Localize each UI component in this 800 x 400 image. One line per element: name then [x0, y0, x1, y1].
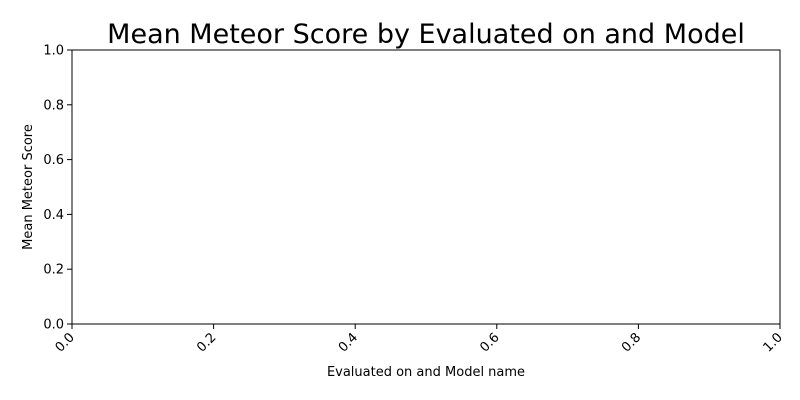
y-tick-label: 0.4 [43, 208, 64, 223]
x-tick-label: 1.0 [761, 330, 786, 355]
x-tick-label: 0.2 [194, 330, 219, 355]
x-tick-label: 0.0 [53, 330, 78, 355]
plot-area [71, 49, 781, 325]
y-tick-label: 0.8 [43, 98, 64, 113]
x-tick-label: 0.6 [477, 330, 502, 355]
y-tick-label: 0.0 [43, 318, 64, 333]
y-tick-label: 0.6 [43, 153, 64, 168]
y-axis-label: Mean Meteor Score [21, 124, 36, 250]
y-axis-ticks: 0.0 0.2 0.4 0.6 0.8 1.0 [43, 44, 72, 333]
y-tick-label: 1.0 [43, 44, 64, 59]
chart-title: Mean Meteor Score by Evaluated on and Mo… [107, 19, 745, 50]
x-axis-ticks: 0.0 0.2 0.4 0.6 0.8 1.0 [53, 324, 786, 355]
x-axis-label: Evaluated on and Model name [327, 365, 525, 380]
x-tick-label: 0.8 [619, 330, 644, 355]
y-tick-label: 0.2 [43, 263, 64, 278]
x-tick-label: 0.4 [336, 330, 361, 355]
